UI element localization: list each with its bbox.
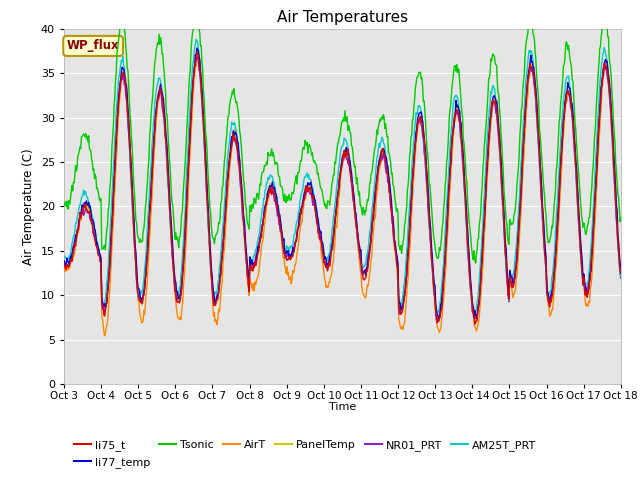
X-axis label: Time: Time <box>329 402 356 412</box>
Text: WP_flux: WP_flux <box>67 39 120 52</box>
Title: Air Temperatures: Air Temperatures <box>277 10 408 25</box>
Legend: li75_t, li77_temp, Tsonic, AirT, PanelTemp, NR01_PRT, AM25T_PRT: li75_t, li77_temp, Tsonic, AirT, PanelTe… <box>70 436 541 472</box>
Y-axis label: Air Temperature (C): Air Temperature (C) <box>22 148 35 264</box>
